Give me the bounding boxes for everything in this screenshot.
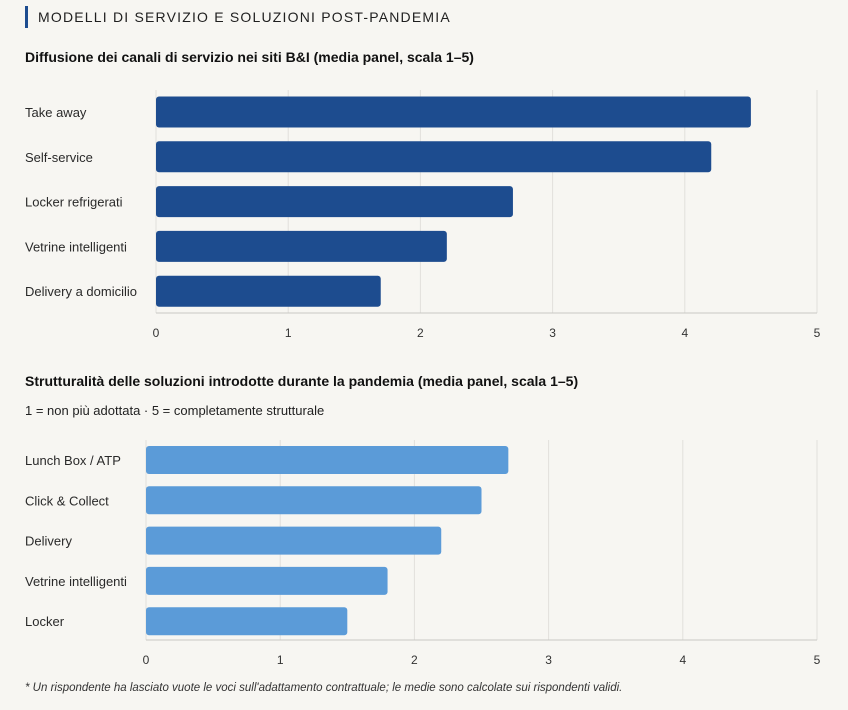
category-label: Self-service	[25, 150, 93, 165]
x-tick-label: 1	[285, 326, 292, 340]
bar-delivery-a-domicilio	[156, 275, 381, 307]
category-label: Locker	[25, 614, 65, 629]
footnote: * Un rispondente ha lasciato vuote le vo…	[25, 682, 623, 694]
category-label: Delivery a domicilio	[25, 284, 137, 299]
x-tick-label: 0	[143, 653, 150, 667]
x-tick-label: 2	[411, 653, 418, 667]
chart2-svg: Lunch Box / ATP Click & Collect Delivery Ve…	[25, 440, 821, 667]
category-label: Vetrine intelligenti	[25, 239, 127, 254]
category-label: Locker refrigerati	[25, 195, 123, 210]
category-label: Lunch Box / ATP	[25, 453, 121, 468]
category-label: Take away	[25, 105, 87, 120]
bar-locker-refrigerati	[156, 186, 513, 218]
chart1-svg: Take away Self-service Locker refrigerati V…	[25, 90, 821, 340]
bar-take-away	[156, 96, 751, 128]
x-tick-label: 5	[814, 653, 821, 667]
x-tick-label: 0	[153, 326, 160, 340]
bar-self-service	[156, 141, 712, 173]
category-label: Vetrine intelligenti	[25, 574, 127, 589]
x-tick-label: 3	[549, 326, 556, 340]
x-tick-label: 2	[417, 326, 424, 340]
bar-vetrine-intelligenti	[156, 230, 447, 262]
bar-locker	[146, 607, 348, 636]
x-tick-label: 4	[681, 326, 688, 340]
chart2-subtitle: 1 = non più adottata · 5 = completamente…	[25, 403, 325, 418]
bar-vetrine-intelligenti	[146, 566, 388, 595]
chart2-title: Strutturalità delle soluzioni introdotte…	[25, 373, 579, 389]
bar-lunch-box-atp	[146, 446, 509, 474]
bar-click-collect	[146, 486, 482, 515]
category-label: Click & Collect	[25, 493, 109, 508]
category-label: Delivery	[25, 534, 72, 549]
x-tick-label: 3	[545, 653, 552, 667]
x-tick-label: 4	[679, 653, 686, 667]
chart1-title: Diffusione dei canali di servizio nei si…	[25, 49, 474, 65]
bar-delivery	[146, 526, 442, 555]
x-tick-label: 5	[814, 326, 821, 340]
section-header: MODELLI DI SERVIZIO E SOLUZIONI POST-PAN…	[25, 6, 451, 28]
x-tick-label: 1	[277, 653, 284, 667]
